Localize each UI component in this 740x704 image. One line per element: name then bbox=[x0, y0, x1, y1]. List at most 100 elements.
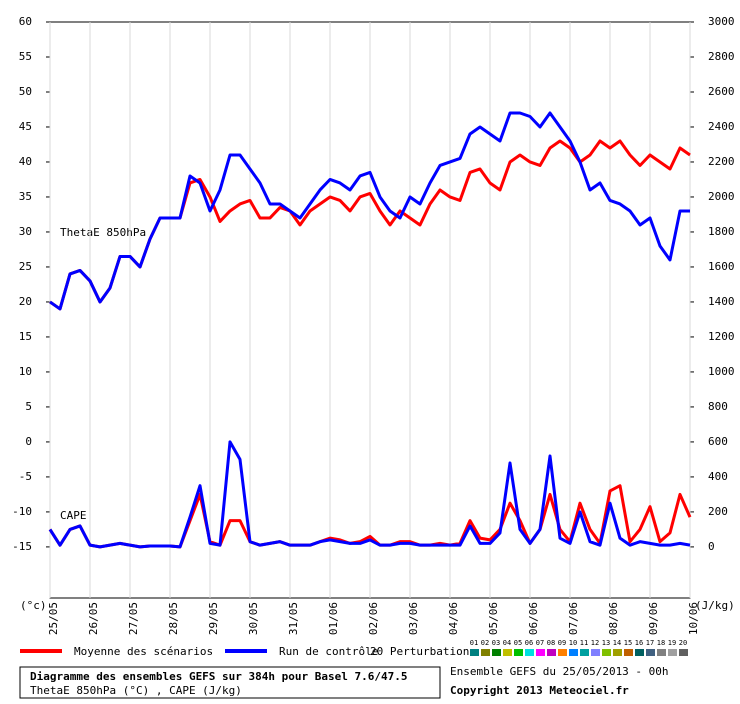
y2-tick-label: 1400 bbox=[708, 295, 735, 308]
chart-subtitle: ThetaE 850hPa (°C) , CAPE (J/kg) bbox=[30, 684, 242, 697]
perturbation-swatch bbox=[580, 649, 589, 656]
y-tick-label: 20 bbox=[19, 295, 32, 308]
y2-tick-label: 1200 bbox=[708, 330, 735, 343]
y2-tick-label: 0 bbox=[708, 540, 715, 553]
y2-unit: (J/kg) bbox=[695, 599, 735, 612]
perturbation-swatch bbox=[525, 649, 534, 656]
perturbation-swatch bbox=[514, 649, 523, 656]
y-tick-label: 30 bbox=[19, 225, 32, 238]
perturbation-code: 18 bbox=[657, 639, 665, 647]
perturbation-code: 04 bbox=[503, 639, 511, 647]
y-tick-label: 60 bbox=[19, 15, 32, 28]
run-label: Ensemble GEFS du 25/05/2013 - 00h bbox=[450, 665, 669, 678]
perturbation-swatch bbox=[646, 649, 655, 656]
perturbation-swatch bbox=[613, 649, 622, 656]
perturbation-code: 17 bbox=[646, 639, 654, 647]
x-tick-label: 30/05 bbox=[247, 602, 260, 635]
y2-tick-label: 200 bbox=[708, 505, 728, 518]
perturbation-swatch bbox=[679, 649, 688, 656]
series-line bbox=[49, 111, 690, 311]
perturbation-code: 12 bbox=[591, 639, 599, 647]
x-tick-label: 08/06 bbox=[607, 602, 620, 635]
perturbation-code: 05 bbox=[514, 639, 522, 647]
perturbation-code: 14 bbox=[613, 639, 621, 647]
x-tick-label: 27/05 bbox=[127, 602, 140, 635]
y-tick-label: -10 bbox=[12, 505, 32, 518]
y2-tick-label: 2600 bbox=[708, 85, 735, 98]
perturbation-code: 11 bbox=[580, 639, 588, 647]
y-tick-label: 45 bbox=[19, 120, 32, 133]
perturbation-swatch bbox=[536, 649, 545, 656]
y2-tick-label: 400 bbox=[708, 470, 728, 483]
x-tick-label: 07/06 bbox=[567, 602, 580, 635]
x-tick-label: 05/06 bbox=[487, 602, 500, 635]
x-tick-label: 31/05 bbox=[287, 602, 300, 635]
perturbation-code: 15 bbox=[624, 639, 632, 647]
y-tick-label: 15 bbox=[19, 330, 32, 343]
y2-tick-label: 600 bbox=[708, 435, 728, 448]
x-tick-label: 01/06 bbox=[327, 602, 340, 635]
perturbation-code: 16 bbox=[635, 639, 643, 647]
y2-tick-label: 2800 bbox=[708, 50, 735, 63]
perturbation-code: 10 bbox=[569, 639, 577, 647]
chart-title: Diagramme des ensembles GEFS sur 384h po… bbox=[30, 670, 408, 683]
x-tick-label: 09/06 bbox=[647, 602, 660, 635]
perturbation-swatch bbox=[569, 649, 578, 656]
y2-tick-label: 2400 bbox=[708, 120, 735, 133]
perturbation-swatch bbox=[547, 649, 556, 656]
perturbation-swatch bbox=[591, 649, 600, 656]
perturbation-swatch bbox=[668, 649, 677, 656]
perturbation-swatch bbox=[635, 649, 644, 656]
perturbation-swatch bbox=[657, 649, 666, 656]
x-tick-label: 03/06 bbox=[407, 602, 420, 635]
copyright: Copyright 2013 Meteociel.fr bbox=[450, 684, 629, 697]
x-tick-label: 25/05 bbox=[47, 602, 60, 635]
y2-tick-label: 800 bbox=[708, 400, 728, 413]
y-tick-label: 5 bbox=[25, 400, 32, 413]
x-tick-label: 28/05 bbox=[167, 602, 180, 635]
y2-tick-label: 1000 bbox=[708, 365, 735, 378]
perturbation-code: 07 bbox=[536, 639, 544, 647]
x-tick-label: 06/06 bbox=[527, 602, 540, 635]
annotation: CAPE bbox=[60, 509, 87, 522]
perturbation-label: 20 Perturbations bbox=[370, 645, 476, 658]
y-tick-label: 10 bbox=[19, 365, 32, 378]
perturbation-code: 02 bbox=[481, 639, 489, 647]
y2-tick-label: 1800 bbox=[708, 225, 735, 238]
y-tick-label: -15 bbox=[12, 540, 32, 553]
y-tick-label: 55 bbox=[19, 50, 32, 63]
perturbation-code: 09 bbox=[558, 639, 566, 647]
perturbation-swatch bbox=[558, 649, 567, 656]
perturbation-swatch bbox=[492, 649, 501, 656]
perturbation-code: 13 bbox=[602, 639, 610, 647]
perturbation-swatch bbox=[470, 649, 479, 656]
title-box bbox=[19, 666, 441, 699]
x-tick-label: 02/06 bbox=[367, 602, 380, 635]
y-tick-label: -5 bbox=[19, 470, 32, 483]
series-line bbox=[48, 440, 691, 549]
y2-tick-label: 2000 bbox=[708, 190, 735, 203]
perturbation-code: 01 bbox=[470, 639, 478, 647]
perturbation-code: 06 bbox=[525, 639, 533, 647]
y-tick-label: 50 bbox=[19, 85, 32, 98]
y-unit: (°c) bbox=[20, 599, 47, 612]
y2-tick-label: 1600 bbox=[708, 260, 735, 273]
y2-tick-label: 3000 bbox=[708, 15, 735, 28]
perturbation-swatch bbox=[602, 649, 611, 656]
y-tick-label: 25 bbox=[19, 260, 32, 273]
perturbation-code: 19 bbox=[668, 639, 676, 647]
y-tick-label: 35 bbox=[19, 190, 32, 203]
perturbation-code: 08 bbox=[547, 639, 555, 647]
x-tick-label: 29/05 bbox=[207, 602, 220, 635]
y-tick-label: 0 bbox=[25, 435, 32, 448]
perturbation-code: 20 bbox=[679, 639, 687, 647]
x-tick-label: 10/06 bbox=[687, 602, 700, 635]
y2-tick-label: 2200 bbox=[708, 155, 735, 168]
annotation: ThetaE 850hPa bbox=[60, 226, 146, 239]
legend-label: Run de contrôle bbox=[279, 645, 378, 658]
y-tick-label: 40 bbox=[19, 155, 32, 168]
perturbation-swatch bbox=[503, 649, 512, 656]
perturbation-code: 03 bbox=[492, 639, 500, 647]
perturbation-swatch bbox=[624, 649, 633, 656]
